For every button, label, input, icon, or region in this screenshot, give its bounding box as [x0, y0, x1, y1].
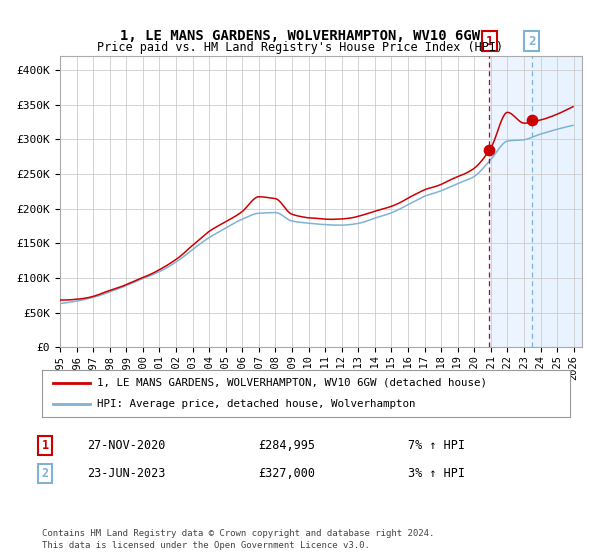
Text: £327,000: £327,000 [258, 466, 315, 480]
Text: 7% ↑ HPI: 7% ↑ HPI [408, 438, 465, 452]
Text: Contains HM Land Registry data © Crown copyright and database right 2024.: Contains HM Land Registry data © Crown c… [42, 529, 434, 538]
Bar [490, 56, 582, 347]
Text: 1, LE MANS GARDENS, WOLVERHAMPTON, WV10 6GW: 1, LE MANS GARDENS, WOLVERHAMPTON, WV10 … [120, 29, 480, 44]
Bar [532, 56, 582, 347]
Point [485, 145, 494, 154]
Text: 2: 2 [528, 35, 535, 48]
Text: 2: 2 [41, 466, 49, 480]
Text: 1: 1 [41, 438, 49, 452]
Text: £284,995: £284,995 [258, 438, 315, 452]
Text: 3% ↑ HPI: 3% ↑ HPI [408, 466, 465, 480]
Text: 23-JUN-2023: 23-JUN-2023 [87, 466, 166, 480]
Text: 1: 1 [486, 35, 493, 48]
Text: 27-NOV-2020: 27-NOV-2020 [87, 438, 166, 452]
Text: This data is licensed under the Open Government Licence v3.0.: This data is licensed under the Open Gov… [42, 542, 370, 550]
Text: Price paid vs. HM Land Registry's House Price Index (HPI): Price paid vs. HM Land Registry's House … [97, 41, 503, 54]
Text: 1, LE MANS GARDENS, WOLVERHAMPTON, WV10 6GW (detached house): 1, LE MANS GARDENS, WOLVERHAMPTON, WV10 … [97, 378, 487, 388]
Point [527, 116, 536, 125]
Bar [532, 56, 582, 347]
Text: HPI: Average price, detached house, Wolverhampton: HPI: Average price, detached house, Wolv… [97, 399, 416, 409]
